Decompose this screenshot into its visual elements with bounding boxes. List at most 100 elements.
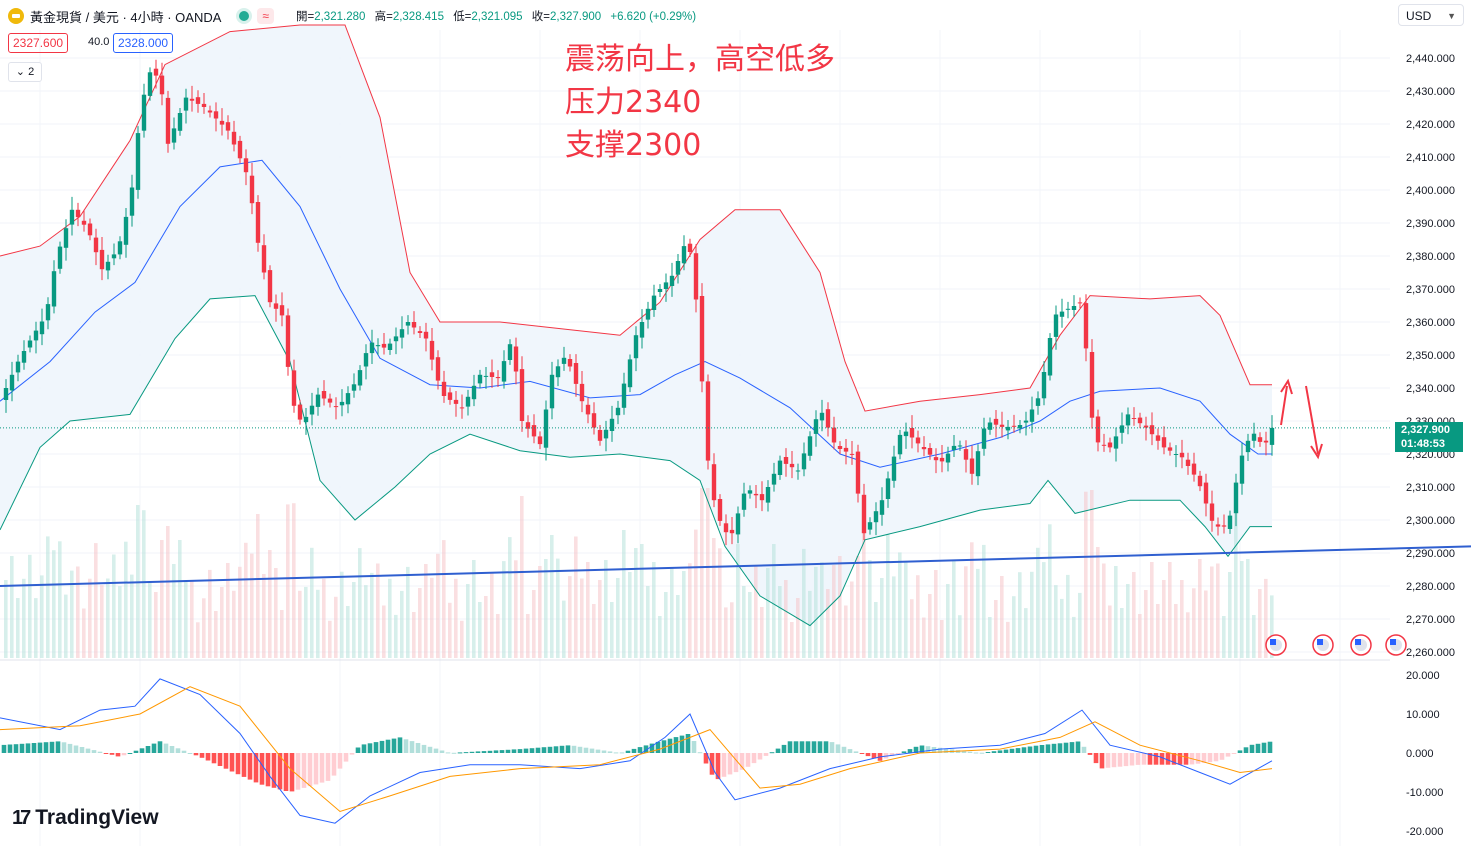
indicators-toggle[interactable]: ⌄ 2: [8, 62, 42, 82]
macd-histogram-bar: [229, 753, 235, 772]
macd-axis[interactable]: 20.000 10.000 0.000 -10.000 -20.000: [1406, 670, 1443, 838]
volume-bar: [1066, 574, 1070, 658]
ohlc-values: 開=2,321.280 高=2,328.415 低=2,321.095 收=2,…: [290, 8, 696, 24]
volume-bar: [958, 615, 962, 658]
bar-countdown: 01:48:53: [1401, 438, 1446, 450]
macd-histogram-bar: [1153, 753, 1159, 765]
price-axis[interactable]: 2,260.000 2,270.000 2,280.000 2,290.000 2,30…: [1406, 53, 1455, 659]
chart-header: 黃金現貨 / 美元 · 4小時 · OANDA ≈ 開=2,321.280 高=…: [8, 6, 696, 26]
macd-histogram-bar: [379, 740, 385, 753]
analysis-annotation[interactable]: 震荡向上，高空低多 压力2340 支撑2300: [565, 38, 835, 167]
candle-body: [417, 331, 423, 333]
volume-bar: [1264, 578, 1268, 658]
candle-body: [1041, 372, 1047, 399]
candle-body: [561, 357, 567, 364]
volume-bar: [394, 614, 398, 658]
macd-histogram-bar: [163, 743, 169, 753]
candle-body: [657, 289, 663, 292]
sell-price-button[interactable]: 2327.600: [8, 33, 69, 53]
trendline[interactable]: [0, 545, 1471, 587]
candle-body: [63, 228, 69, 248]
macd-histogram-bar: [1129, 753, 1135, 766]
candle-body: [339, 401, 345, 406]
candle-body: [513, 346, 519, 372]
currency-select[interactable]: USD ▼: [1398, 4, 1464, 26]
macd-histogram-bar: [961, 750, 967, 753]
volume-bar: [820, 562, 824, 658]
candle-body: [1095, 416, 1101, 443]
volume-bar: [130, 574, 134, 658]
volume-bar: [184, 582, 188, 658]
candle-body: [987, 422, 993, 430]
volume-bar: [382, 605, 386, 658]
volume-bar: [538, 566, 542, 658]
volume-bar: [700, 488, 704, 658]
annotation-line-1: 震荡向上，高空低多: [565, 42, 835, 77]
candle-body: [915, 437, 921, 444]
macd-histogram-bar: [835, 744, 841, 753]
macd-signal-line: [0, 686, 1273, 813]
price-axis-tick: 2,430.000: [1406, 86, 1455, 98]
symbol-title[interactable]: 黃金現貨 / 美元 · 4小時 · OANDA: [30, 9, 222, 25]
macd-histogram-bar: [181, 750, 187, 753]
candle-body: [729, 529, 735, 534]
macd-histogram-bar: [619, 752, 625, 754]
tradingview-logo[interactable]: 17 TradingView: [12, 806, 159, 830]
bb-lower-line: [0, 295, 1272, 627]
macd-histogram-bar: [487, 750, 493, 753]
macd-histogram-bar: [505, 749, 511, 753]
candle-body: [993, 418, 999, 425]
candle-body: [1083, 303, 1089, 349]
candle-body: [873, 511, 879, 523]
macd-histogram-bar: [1255, 743, 1261, 753]
macd-histogram-bar: [355, 747, 361, 753]
candlesticks[interactable]: [3, 59, 1275, 546]
candle-body: [495, 377, 501, 379]
bb-upper-line: [0, 24, 1272, 412]
macd-histogram-bar: [289, 753, 295, 792]
macd-histogram-bar: [697, 752, 703, 754]
candle-body: [117, 241, 123, 255]
macd-histogram-bar: [907, 749, 913, 753]
forecast-arrows[interactable]: [1280, 378, 1323, 460]
currency-label: USD: [1406, 9, 1432, 23]
annotation-line-2: 压力2340: [565, 85, 702, 120]
candle-body: [903, 431, 909, 437]
candle-body: [969, 458, 975, 474]
macd-histogram-bar: [1159, 753, 1165, 765]
candle-body: [783, 457, 789, 464]
volume-bar: [718, 548, 722, 658]
volume-bar: [388, 578, 392, 658]
volume-bar: [562, 600, 566, 658]
macd-histogram-bar: [769, 752, 775, 754]
up-arrow-head-icon: [1280, 378, 1293, 395]
candle-body: [237, 140, 243, 159]
candle-body: [381, 343, 387, 348]
volume-bar: [586, 562, 590, 658]
macd-histogram-bar: [397, 737, 403, 753]
macd-histogram-bar: [985, 752, 991, 753]
macd-histogram-bar: [613, 752, 619, 754]
candle-body: [447, 392, 453, 400]
volume-bar: [766, 568, 770, 658]
chevron-down-icon: ▼: [1447, 11, 1456, 21]
candle-body: [1269, 427, 1275, 445]
macd-histogram-bar: [601, 750, 607, 753]
volume-bar: [904, 562, 908, 658]
macd-histogram-bar: [895, 753, 901, 754]
candle-body: [1221, 525, 1227, 527]
candle-body: [207, 110, 213, 113]
price-axis-tick: 2,390.000: [1406, 218, 1455, 230]
economic-events[interactable]: [1265, 634, 1407, 656]
candle-body: [843, 447, 849, 452]
volume-bar: [1132, 572, 1136, 658]
candle-body: [1167, 447, 1173, 451]
macd-histogram-bar: [247, 753, 253, 780]
compare-wave-icon[interactable]: ≈: [257, 8, 274, 24]
volume-bar: [1102, 563, 1106, 658]
candle-body: [579, 383, 585, 402]
buy-price-button[interactable]: 2328.000: [113, 33, 174, 53]
macd-histogram-bar: [175, 748, 181, 753]
volume-bar: [202, 598, 206, 658]
